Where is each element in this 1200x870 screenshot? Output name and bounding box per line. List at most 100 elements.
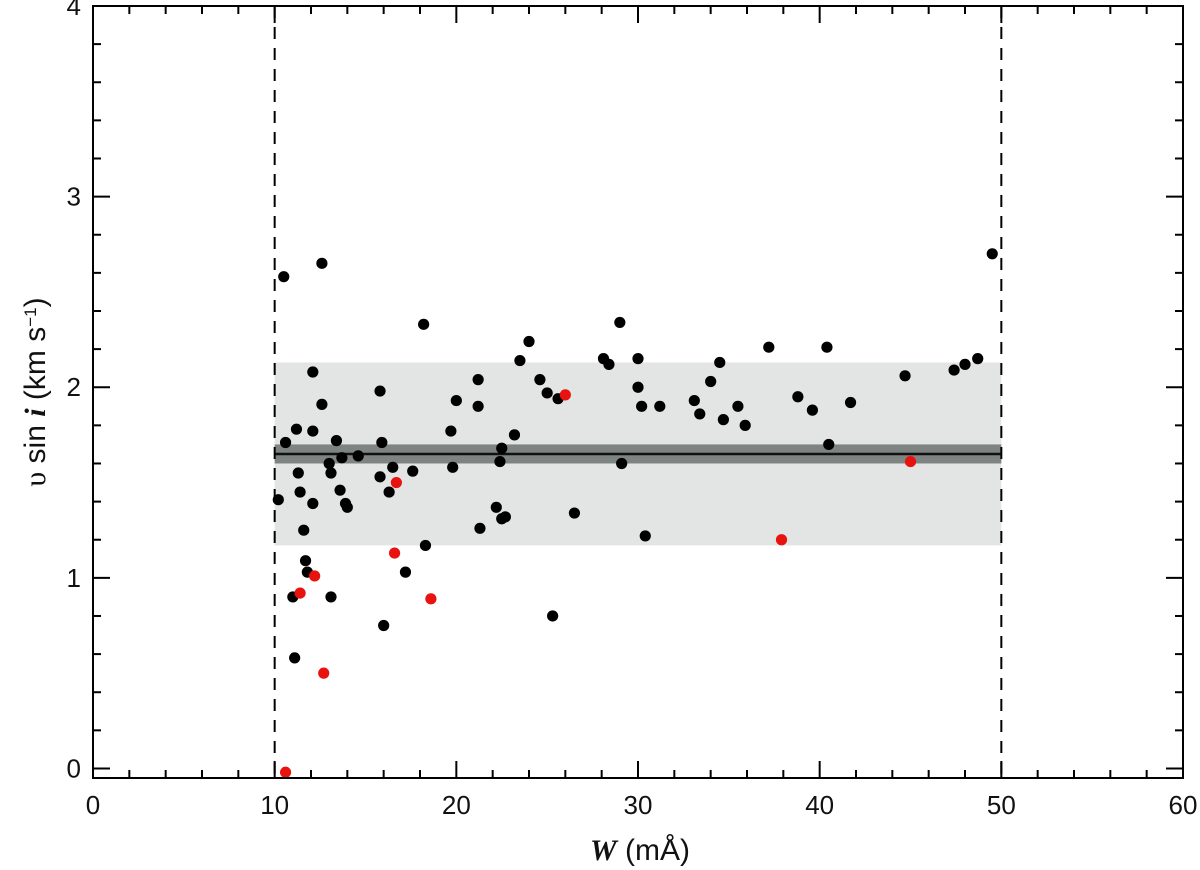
red-point	[904, 455, 917, 468]
black-point	[688, 394, 700, 407]
black-point	[292, 467, 304, 479]
black-point	[603, 358, 615, 370]
black-point	[636, 400, 648, 412]
black-point	[472, 374, 484, 386]
black-point	[418, 318, 430, 330]
black-point	[763, 341, 775, 353]
black-point	[325, 591, 337, 603]
black-point	[568, 507, 581, 519]
black-point	[705, 375, 717, 388]
black-point	[632, 353, 644, 365]
black-point	[447, 461, 459, 473]
black-point	[792, 391, 804, 403]
black-point	[694, 408, 706, 420]
black-point	[387, 461, 399, 473]
black-point	[614, 316, 626, 329]
y-tick-label: 1	[67, 563, 81, 593]
black-point	[334, 484, 346, 496]
y-axis-sin: sin	[19, 417, 52, 472]
black-point	[541, 387, 553, 399]
x-tick-label: 20	[442, 790, 471, 820]
black-point	[616, 457, 628, 470]
black-point	[330, 435, 343, 447]
black-point	[407, 465, 419, 477]
black-point	[316, 398, 328, 410]
black-point	[959, 358, 971, 370]
black-point	[844, 396, 857, 409]
x-tick-label: 50	[987, 790, 1016, 820]
black-point	[821, 341, 833, 353]
black-point	[806, 404, 819, 416]
black-point	[378, 619, 390, 632]
black-point	[307, 425, 319, 437]
black-point	[494, 455, 506, 468]
black-point	[374, 385, 386, 397]
black-point	[374, 471, 386, 483]
black-point	[508, 429, 521, 441]
black-point	[490, 501, 502, 513]
black-point	[316, 257, 328, 269]
black-point	[714, 356, 726, 369]
black-point	[823, 438, 835, 451]
black-point	[534, 374, 546, 386]
black-point	[272, 494, 284, 506]
black-point	[325, 467, 337, 479]
y-tick-label: 2	[67, 372, 81, 402]
black-point	[986, 248, 998, 260]
black-point	[654, 400, 666, 412]
black-point	[472, 400, 484, 412]
red-point	[388, 547, 401, 559]
tick-labels-layer: 0 10 20 30 40 50 60 0 1 2 3 4	[67, 0, 1198, 820]
y-axis-symbol-v: υ	[19, 472, 52, 487]
black-point	[948, 364, 960, 376]
black-point	[336, 452, 348, 464]
black-point	[445, 425, 457, 437]
red-point	[775, 534, 788, 546]
x-axis-symbol: W	[590, 834, 619, 867]
black-point	[732, 400, 744, 412]
y-axis-unit-exp: −1	[21, 307, 40, 326]
black-point	[341, 501, 353, 513]
black-point	[383, 486, 395, 498]
x-tick-label: 30	[624, 790, 653, 820]
black-point	[514, 354, 526, 367]
x-axis-title: W (mÅ)	[590, 834, 690, 867]
black-point	[399, 566, 412, 578]
black-point	[307, 497, 319, 510]
black-point	[289, 652, 301, 664]
black-point	[290, 423, 303, 435]
red-point	[425, 593, 437, 605]
black-point	[419, 539, 432, 552]
red-point	[390, 476, 402, 489]
black-point	[279, 436, 292, 449]
black-point	[352, 450, 364, 462]
black-point	[323, 457, 335, 470]
x-axis-unit: (mÅ)	[617, 834, 690, 867]
y-tick-label: 3	[67, 182, 81, 212]
ticks-layer	[92, 5, 1184, 778]
red-point	[294, 587, 306, 599]
points-layer	[272, 248, 998, 778]
red-point	[309, 570, 321, 582]
x-tick-label: 10	[260, 790, 289, 820]
y-tick-label: 0	[67, 753, 81, 783]
black-point	[899, 370, 911, 382]
black-point	[298, 524, 310, 536]
black-point	[474, 522, 486, 534]
y-axis-unit-close: )	[19, 297, 52, 307]
y-axis-symbol-i: i	[19, 408, 52, 417]
black-point	[376, 436, 388, 449]
reference-lines-layer	[273, 6, 1003, 778]
black-point	[299, 555, 312, 567]
black-point	[496, 442, 508, 454]
y-axis-title: υ sin i (km s−1)	[19, 297, 52, 486]
black-point	[278, 271, 290, 283]
black-point	[307, 366, 319, 378]
red-point	[559, 389, 571, 401]
black-point	[632, 381, 644, 393]
black-point	[294, 486, 306, 498]
black-point	[499, 511, 511, 523]
x-tick-label: 60	[1169, 790, 1198, 820]
black-point	[972, 353, 984, 365]
